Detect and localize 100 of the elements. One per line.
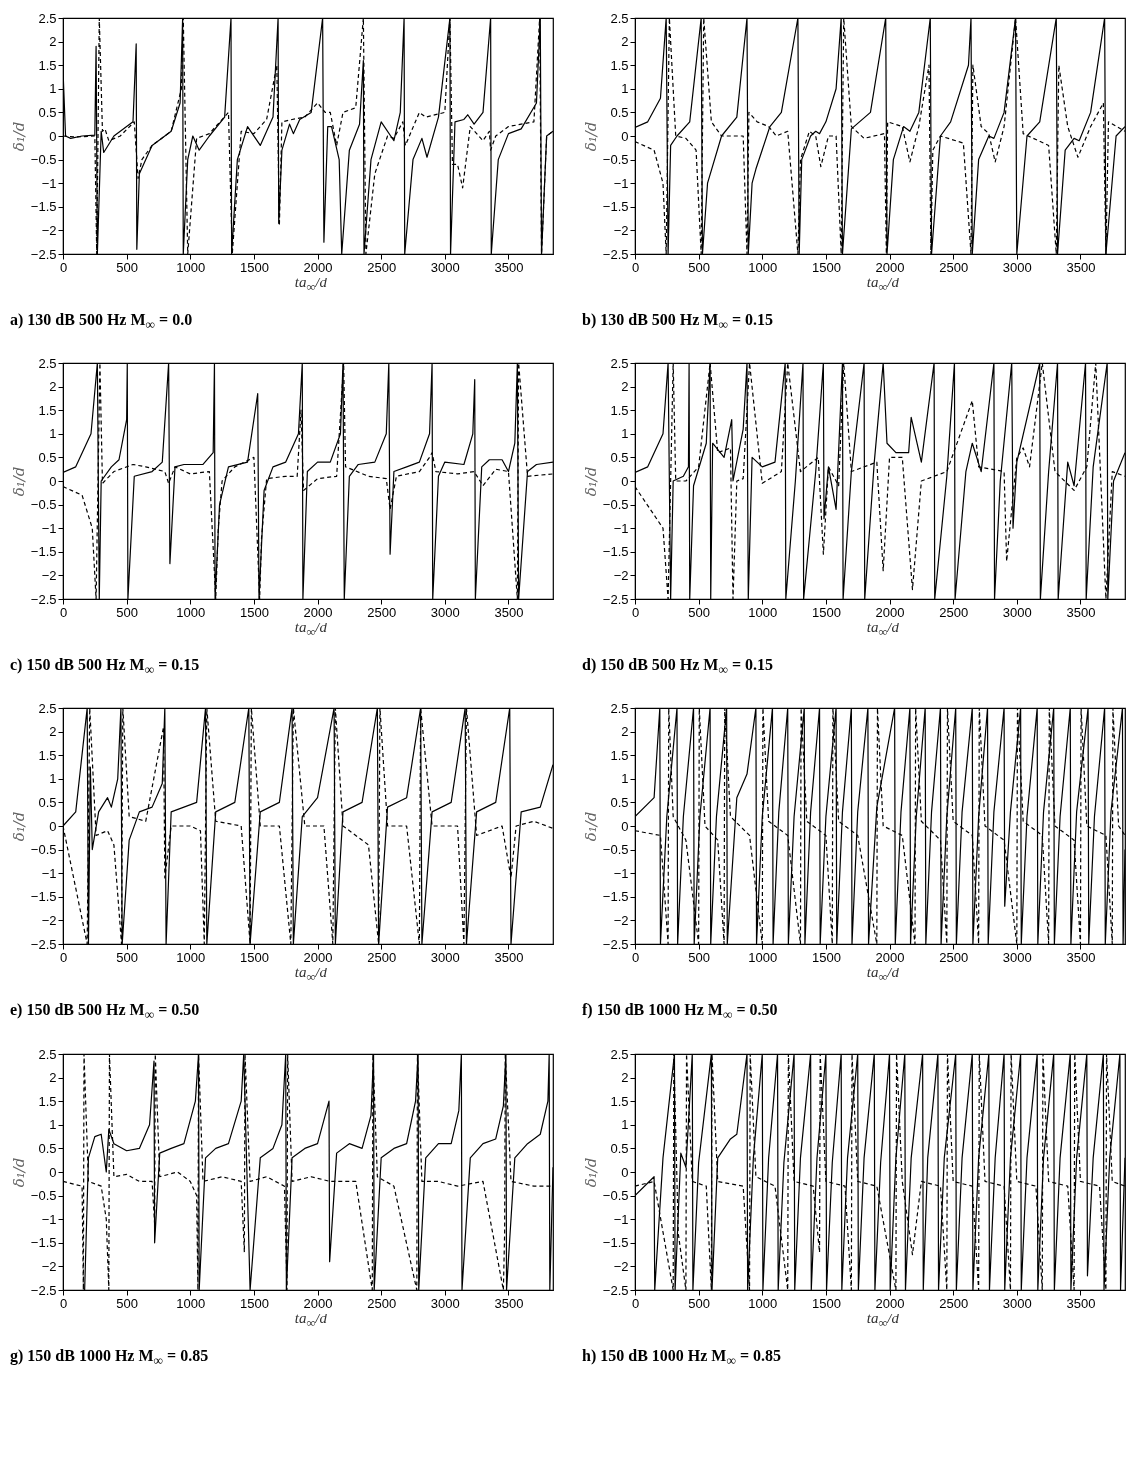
x-tick-label: 0: [631, 604, 640, 620]
x-tick-label: 3000: [430, 1295, 460, 1311]
text: d) 150 dB 500 Hz M$_{∞}$ = 0.15: [582, 656, 775, 679]
y-tick-label: 2: [49, 1069, 57, 1085]
y-tick-label: 2.5: [610, 355, 629, 371]
x-tick-label: 3500: [1066, 1295, 1096, 1311]
y-tick-label: −2: [613, 913, 629, 929]
text: h) 150 dB 1000 Hz M$_{∞}$ = 0.85: [582, 1346, 783, 1369]
x-tick-label: 0: [59, 1295, 68, 1311]
y-tick-label: −1: [41, 866, 57, 882]
x-tick-label: 3000: [430, 949, 460, 965]
x-tick-label: 0: [59, 604, 68, 620]
x-tick-label: 1000: [176, 604, 206, 620]
y-tick-label: 1: [621, 426, 629, 442]
y-tick-label: 1.5: [610, 57, 629, 73]
y-axis-title: δ₁/d: [9, 121, 28, 152]
y-tick-label: 1: [49, 81, 57, 97]
y-tick-label: 0.5: [38, 795, 57, 811]
x-tick-label: 500: [688, 949, 710, 965]
x-tick-label: 1000: [176, 259, 206, 275]
y-tick-label: −2.5: [30, 936, 57, 952]
y-axis-title: δ₁/d: [9, 812, 28, 842]
x-tick-label: 1500: [239, 1295, 269, 1311]
y-tick-label: 0.5: [38, 104, 57, 120]
x-tick-label: 3000: [430, 259, 460, 275]
x-tick-label: 2000: [875, 949, 905, 965]
y-tick-label: −2: [41, 222, 57, 238]
y-tick-label: 1: [621, 1116, 629, 1132]
y-tick-label: 0.5: [38, 450, 57, 466]
text: e) 150 dB 500 Hz M$_{∞}$ = 0.50: [10, 1001, 201, 1024]
x-tick-label: 2000: [303, 949, 333, 965]
y-tick-label: 2.5: [38, 355, 57, 371]
x-tick-label: 2000: [875, 1295, 905, 1311]
y-tick-label: 2: [621, 1069, 629, 1085]
y-tick-label: −0.5: [30, 497, 57, 513]
y-axis-title: δ₁/d: [9, 466, 28, 497]
x-tick-label: 0: [631, 259, 640, 275]
x-tick-label: 2000: [303, 604, 333, 620]
y-tick-label: −1.5: [602, 1234, 629, 1250]
y-tick-label: 1.5: [38, 748, 57, 764]
y-tick-label: 0: [49, 473, 57, 489]
x-tick-label: 1000: [748, 949, 778, 965]
x-tick-label: 2500: [939, 1295, 969, 1311]
x-tick-label: 2000: [875, 259, 905, 275]
x-tick-label: 1500: [239, 604, 269, 620]
y-tick-label: 1.5: [38, 402, 57, 418]
x-tick-label: 1500: [811, 949, 841, 965]
y-tick-label: 1.5: [610, 1093, 629, 1109]
y-tick-label: −0.5: [602, 1187, 629, 1203]
x-tick-label: 0: [631, 1295, 640, 1311]
y-tick-label: 0: [49, 128, 57, 144]
x-tick-label: 3500: [1066, 949, 1096, 965]
x-tick-label: 500: [116, 604, 138, 620]
x-tick-label: 1000: [748, 604, 778, 620]
y-tick-label: −1.5: [30, 889, 57, 905]
y-tick-label: 0.5: [610, 104, 629, 120]
x-tick-label: 2500: [367, 1295, 397, 1311]
x-tick-label: 3500: [1066, 259, 1096, 275]
y-tick-label: −2.5: [30, 1282, 57, 1298]
y-tick-label: 0: [621, 818, 629, 834]
y-tick-label: 0.5: [38, 1140, 57, 1156]
x-tick-label: 2000: [303, 259, 333, 275]
y-tick-label: −0.5: [602, 497, 629, 513]
y-tick-label: 2.5: [610, 1046, 629, 1062]
y-tick-label: −2.5: [602, 246, 629, 262]
y-tick-label: −2.5: [602, 936, 629, 952]
y-tick-label: 0: [621, 1164, 629, 1180]
y-tick-label: −1.5: [30, 1234, 57, 1250]
text: c) 150 dB 500 Hz M$_{∞}$ = 0.15: [10, 656, 201, 679]
x-tick-label: 500: [688, 604, 710, 620]
x-tick-label: 3500: [1066, 604, 1096, 620]
y-tick-label: −0.5: [602, 842, 629, 858]
y-tick-label: −2: [41, 568, 57, 584]
x-tick-label: 500: [116, 259, 138, 275]
y-tick-label: −0.5: [30, 842, 57, 858]
y-tick-label: 0: [621, 128, 629, 144]
x-tick-label: 3000: [430, 604, 460, 620]
y-tick-label: −1.5: [602, 889, 629, 905]
y-tick-label: 1: [49, 426, 57, 442]
y-tick-label: −1.5: [30, 199, 57, 215]
y-axis-title: δ₁/d: [581, 1157, 600, 1187]
x-tick-label: 500: [116, 1295, 138, 1311]
y-tick-label: −2: [613, 1258, 629, 1274]
y-tick-label: 1.5: [38, 57, 57, 73]
x-tick-label: 1500: [811, 604, 841, 620]
y-tick-label: −1: [41, 520, 57, 536]
y-tick-label: −0.5: [30, 1187, 57, 1203]
text: b) 130 dB 500 Hz M$_{∞}$ = 0.15: [582, 311, 775, 334]
y-axis-title: δ₁/d: [581, 812, 600, 842]
x-tick-label: 500: [116, 949, 138, 965]
x-tick-label: 500: [688, 1295, 710, 1311]
x-tick-label: 0: [59, 259, 68, 275]
text: a) 130 dB 500 Hz M$_{∞}$ = 0.0: [10, 311, 194, 334]
y-tick-label: −0.5: [30, 152, 57, 168]
y-tick-label: 2: [621, 379, 629, 395]
x-tick-label: 1000: [176, 1295, 206, 1311]
y-tick-label: −1: [613, 520, 629, 536]
y-tick-label: −2.5: [30, 246, 57, 262]
y-tick-label: −1: [41, 1211, 57, 1227]
x-tick-label: 1500: [239, 259, 269, 275]
